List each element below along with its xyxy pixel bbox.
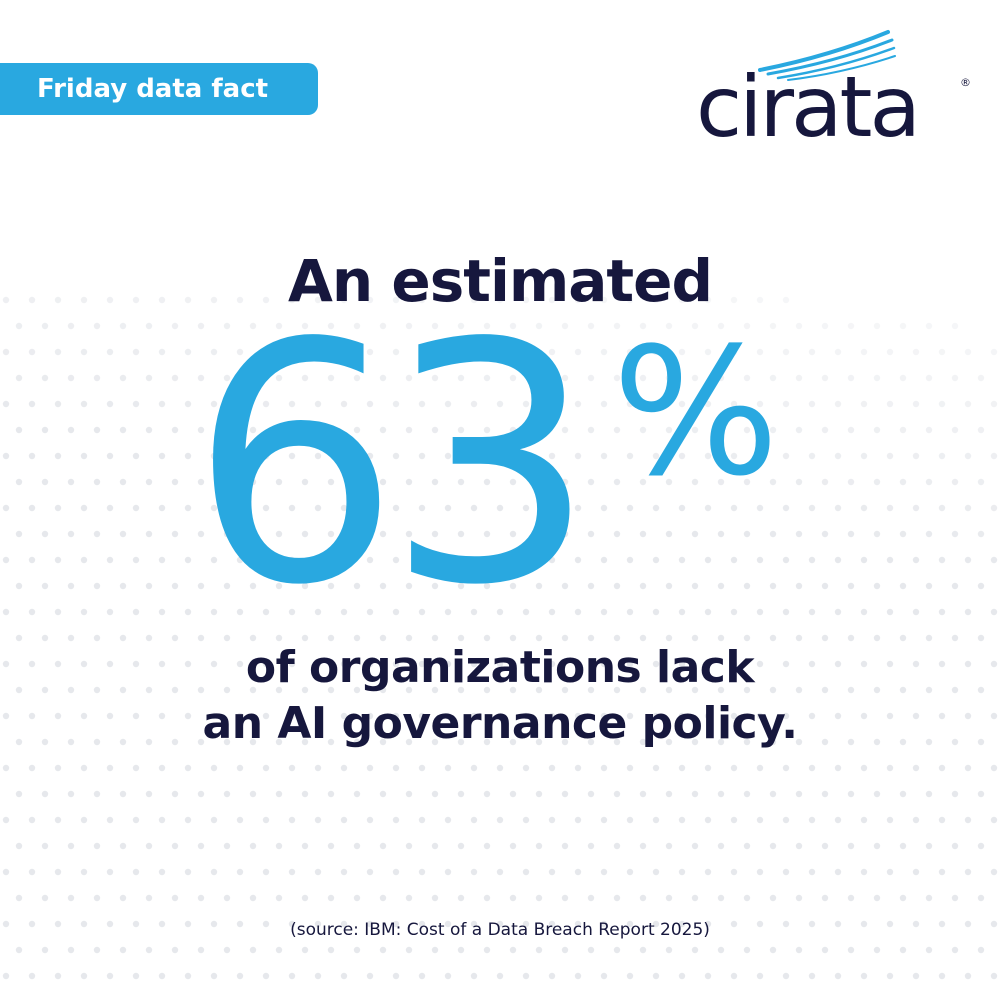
cirata-logo: cirata ® (696, 30, 971, 148)
logo-swoosh-icon (758, 30, 896, 81)
source-citation: (source: IBM: Cost of a Data Breach Repo… (290, 920, 710, 940)
statistic: 63 % (190, 273, 830, 657)
stat-value: 63 (190, 273, 596, 657)
stat-description-line-2: an AI governance policy. (202, 698, 798, 749)
stat-description: of organizations lack an AI governance p… (0, 640, 1000, 752)
logo-wordmark: cirata (696, 58, 918, 148)
friday-data-fact-tag: Friday data fact (0, 63, 318, 115)
stat-description-line-1: of organizations lack (245, 642, 755, 693)
stat-percent-sign: % (612, 310, 780, 515)
logo-registered-mark: ® (960, 76, 971, 89)
headline: An estimated (288, 247, 713, 315)
